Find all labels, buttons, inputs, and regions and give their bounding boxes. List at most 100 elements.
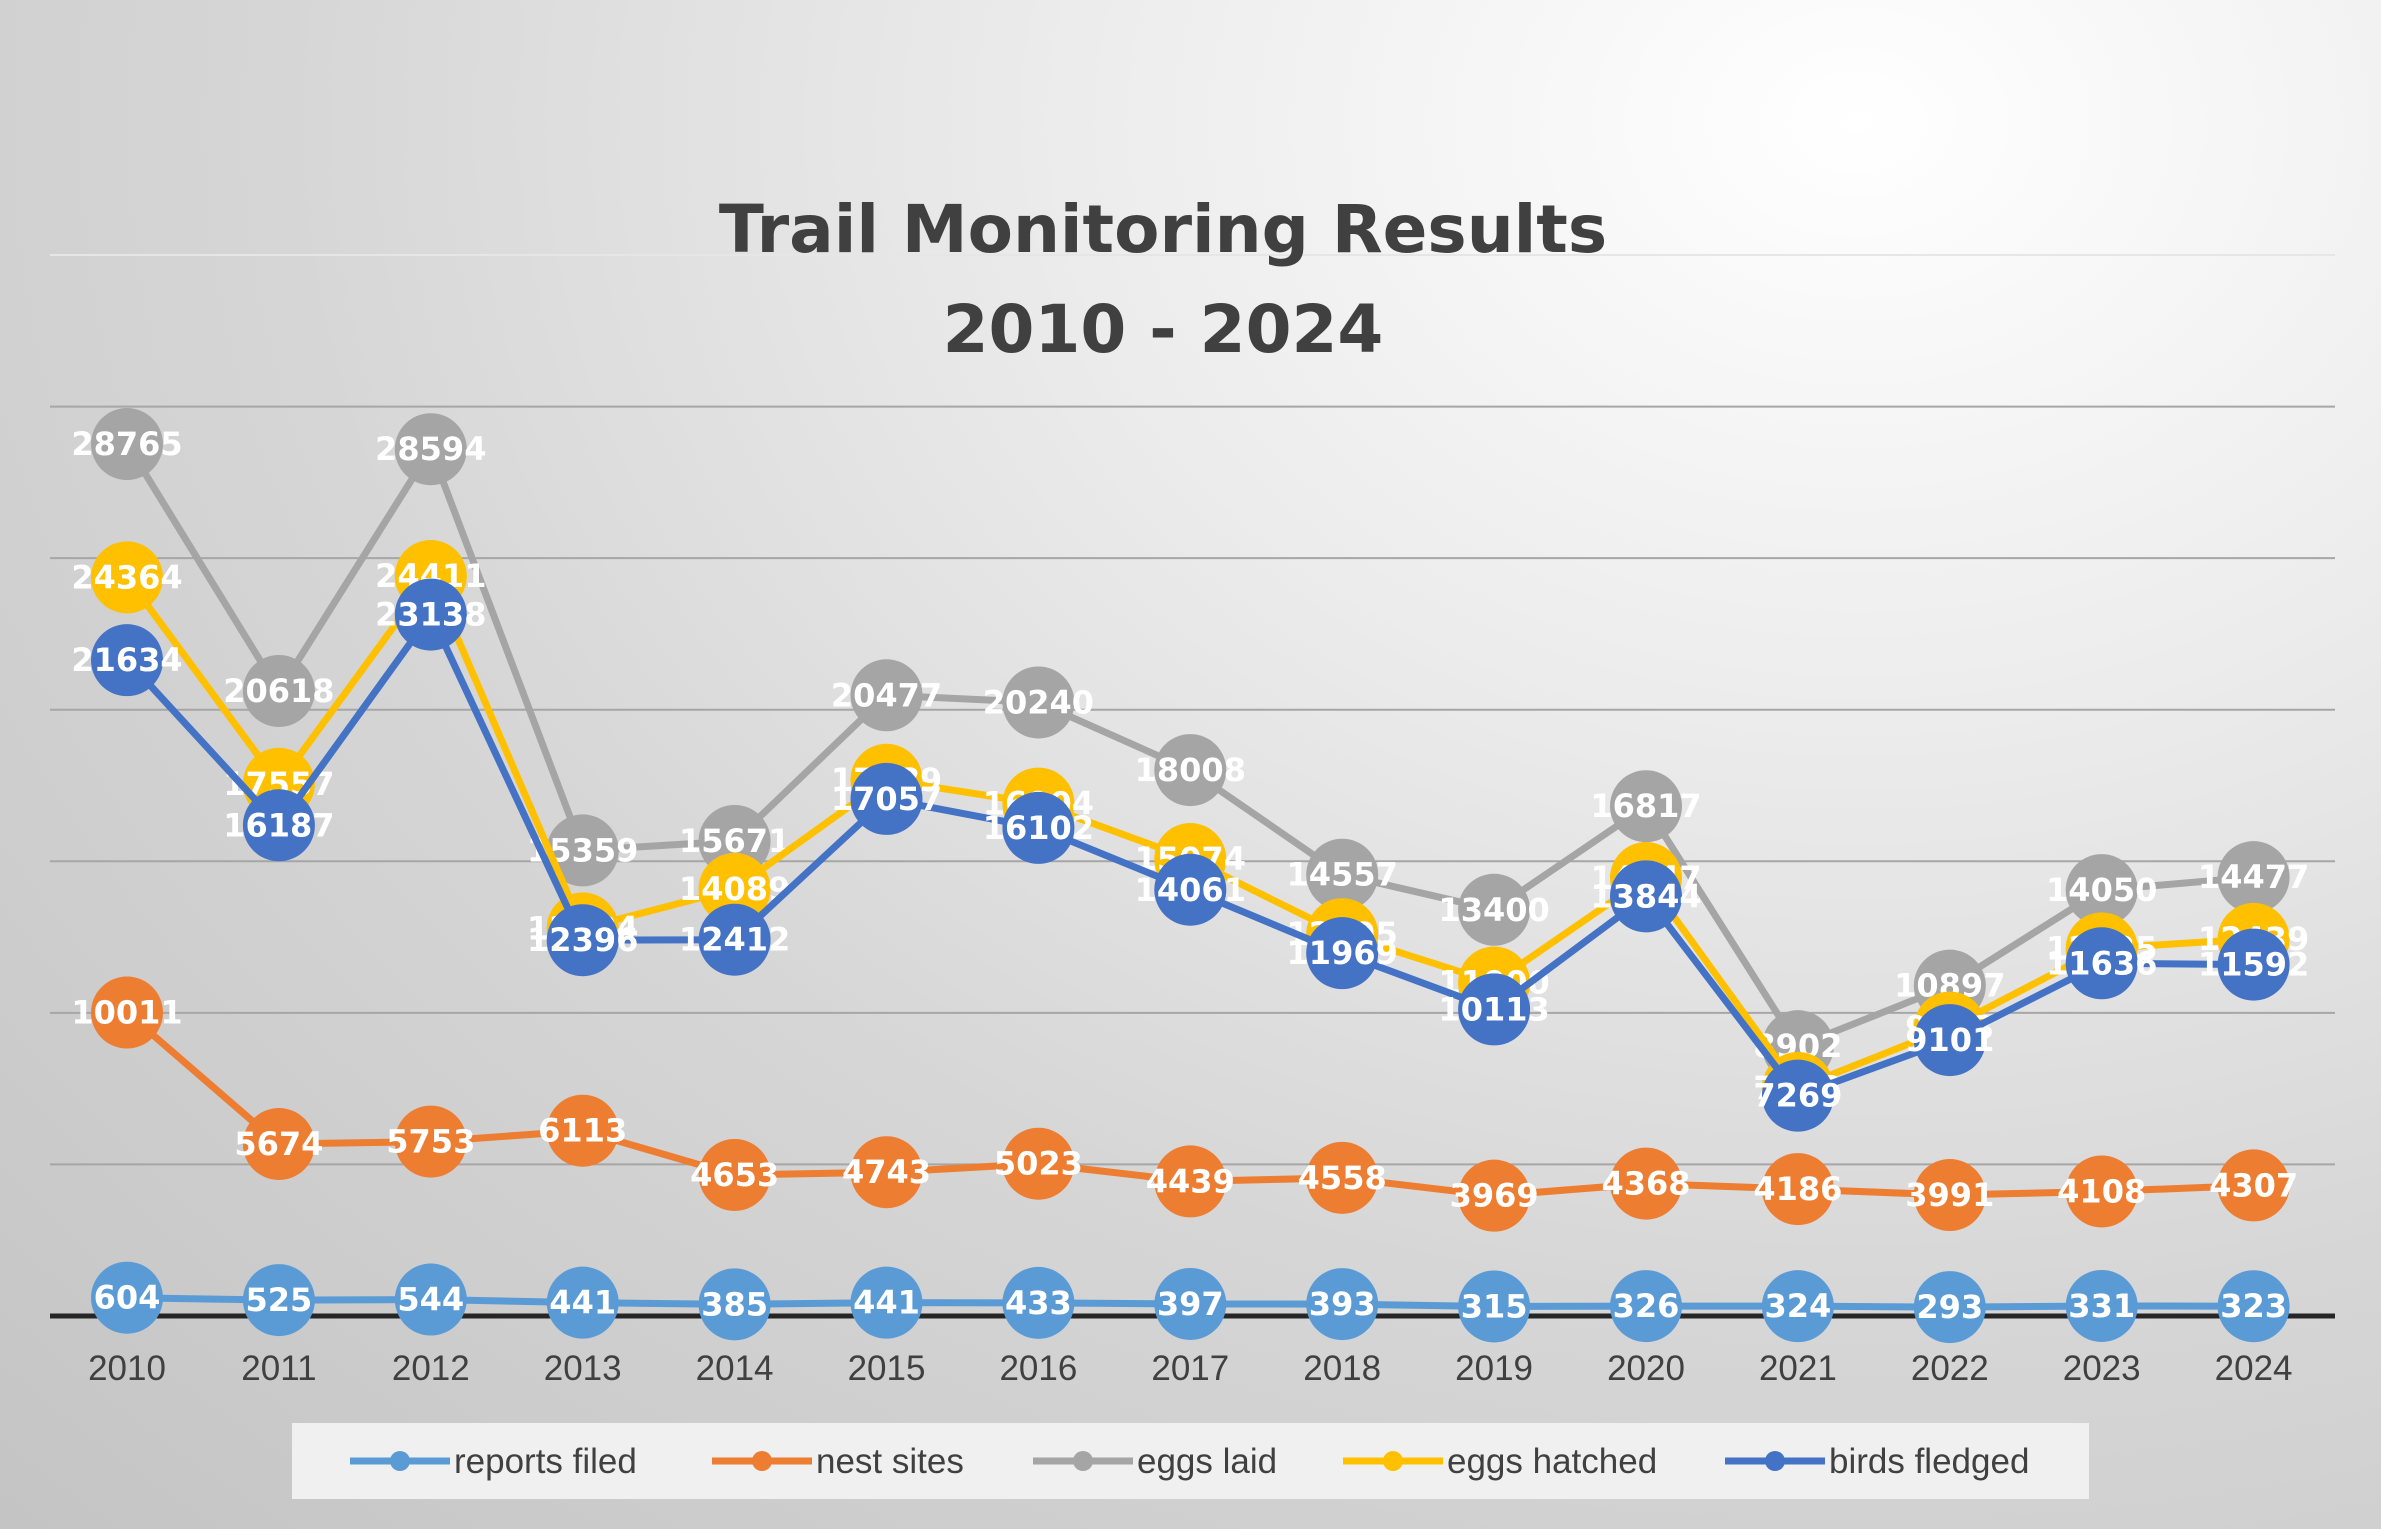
legend-swatch-marker — [752, 1451, 772, 1471]
series-nest-sites: 10011 5674 5753 6113 4653 4743 5023 4439 4558 396… — [71, 976, 2298, 1232]
data-point — [1610, 1270, 1682, 1343]
x-tick-label: 2019 — [1455, 1349, 1533, 1388]
legend-label: eggs laid — [1137, 1442, 1277, 1481]
data-label: 20477 — [831, 676, 942, 714]
data-label: 315 — [1461, 1287, 1528, 1325]
data-label: 323 — [2220, 1287, 2287, 1325]
data-point — [1002, 1127, 1075, 1200]
x-tick-label: 2018 — [1303, 1349, 1381, 1388]
data-point — [2065, 927, 2138, 1000]
data-point — [1306, 1268, 1379, 1341]
legend-item: eggs hatched — [1343, 1442, 1657, 1481]
x-tick-label: 2015 — [848, 1349, 926, 1388]
data-label: 5753 — [386, 1123, 475, 1161]
data-point — [698, 852, 771, 925]
x-tick-label: 2013 — [544, 1349, 622, 1388]
data-point — [2217, 1270, 2290, 1343]
series-birds-fledged: 21634 16187 23138 12396 12412 17057 16102 14061… — [71, 578, 2309, 1132]
data-point — [394, 413, 467, 486]
data-point — [2065, 854, 2138, 927]
legend-item: nest sites — [712, 1442, 964, 1481]
legend-label: reports filed — [454, 1442, 637, 1481]
data-point — [91, 541, 163, 614]
data-label: 28594 — [375, 430, 486, 468]
x-tick-label: 2016 — [999, 1349, 1077, 1388]
data-point — [2217, 1149, 2290, 1222]
data-point — [242, 1264, 315, 1337]
legend-item: birds fledged — [1725, 1442, 2029, 1481]
legend-label: nest sites — [816, 1442, 964, 1481]
legend-swatch-marker — [1765, 1451, 1785, 1471]
data-point — [1002, 666, 1075, 739]
data-label: 18008 — [1135, 751, 1246, 789]
data-point — [1761, 1270, 1834, 1343]
data-point — [1610, 1147, 1682, 1220]
data-point — [850, 762, 923, 835]
data-label: 20240 — [983, 683, 1094, 721]
data-label: 4368 — [1601, 1165, 1690, 1203]
data-point — [850, 659, 923, 732]
data-point — [1154, 853, 1227, 926]
data-label: 4558 — [1298, 1159, 1387, 1197]
data-label: 525 — [246, 1281, 313, 1319]
data-point — [1154, 1145, 1227, 1218]
data-point — [1154, 1267, 1227, 1340]
data-point — [91, 408, 163, 481]
data-label: 16102 — [983, 809, 1094, 847]
x-tick-label: 2022 — [1911, 1349, 1989, 1388]
x-tick-label: 2012 — [392, 1349, 470, 1388]
data-label: 16817 — [1590, 787, 1701, 825]
x-tick-label: 2023 — [2063, 1349, 2141, 1388]
data-point — [546, 1266, 619, 1339]
data-point — [1761, 1153, 1834, 1226]
data-point — [1458, 1270, 1531, 1343]
data-point — [2065, 1155, 2138, 1228]
data-label: 326 — [1613, 1287, 1680, 1325]
x-tick-label: 2021 — [1759, 1349, 1837, 1388]
data-point — [2065, 1269, 2138, 1342]
data-label: 28765 — [71, 425, 182, 463]
data-point — [242, 789, 315, 862]
chart-subtitle: 2010 - 2024 — [943, 291, 1384, 368]
data-point — [546, 904, 619, 977]
data-point — [1306, 838, 1379, 911]
data-label: 5674 — [234, 1125, 323, 1163]
data-point — [1913, 1159, 1986, 1232]
legend: reports filed nest sites eggs laid eggs hat… — [292, 1423, 2089, 1499]
data-label: 14050 — [2046, 871, 2157, 909]
data-point — [1306, 917, 1379, 990]
data-label: 331 — [2068, 1287, 2135, 1325]
data-point — [1002, 1266, 1075, 1339]
data-label: 7269 — [1753, 1077, 1842, 1115]
data-point — [394, 578, 467, 651]
data-label: 324 — [1765, 1287, 1832, 1325]
data-label: 24364 — [71, 558, 182, 596]
data-point — [1458, 973, 1531, 1046]
data-label: 3969 — [1450, 1177, 1539, 1215]
data-point — [1458, 873, 1531, 946]
data-label: 10113 — [1438, 990, 1549, 1028]
data-point — [1610, 860, 1682, 933]
data-point — [2217, 841, 2290, 914]
data-point — [1002, 791, 1075, 864]
data-label: 6113 — [538, 1112, 627, 1150]
data-point — [394, 1105, 467, 1178]
data-point — [850, 1136, 923, 1209]
data-point — [698, 1268, 771, 1341]
data-label: 21634 — [71, 641, 182, 679]
legend-label: birds fledged — [1829, 1442, 2029, 1481]
data-label: 5023 — [994, 1145, 1083, 1183]
data-label: 4653 — [690, 1156, 779, 1194]
data-point — [698, 903, 771, 976]
data-label: 10011 — [71, 994, 182, 1032]
data-label: 4743 — [842, 1153, 931, 1191]
data-point — [698, 1138, 771, 1211]
data-label: 9101 — [1905, 1021, 1994, 1059]
data-label: 16187 — [223, 806, 334, 844]
data-label: 604 — [94, 1279, 161, 1317]
series-reports-filed: 604 525 544 441 385 441 433 397 393 315 326 324 293 3… — [91, 1261, 2290, 1344]
x-tick-label: 2011 — [241, 1349, 316, 1388]
data-label: 14557 — [1287, 856, 1398, 894]
